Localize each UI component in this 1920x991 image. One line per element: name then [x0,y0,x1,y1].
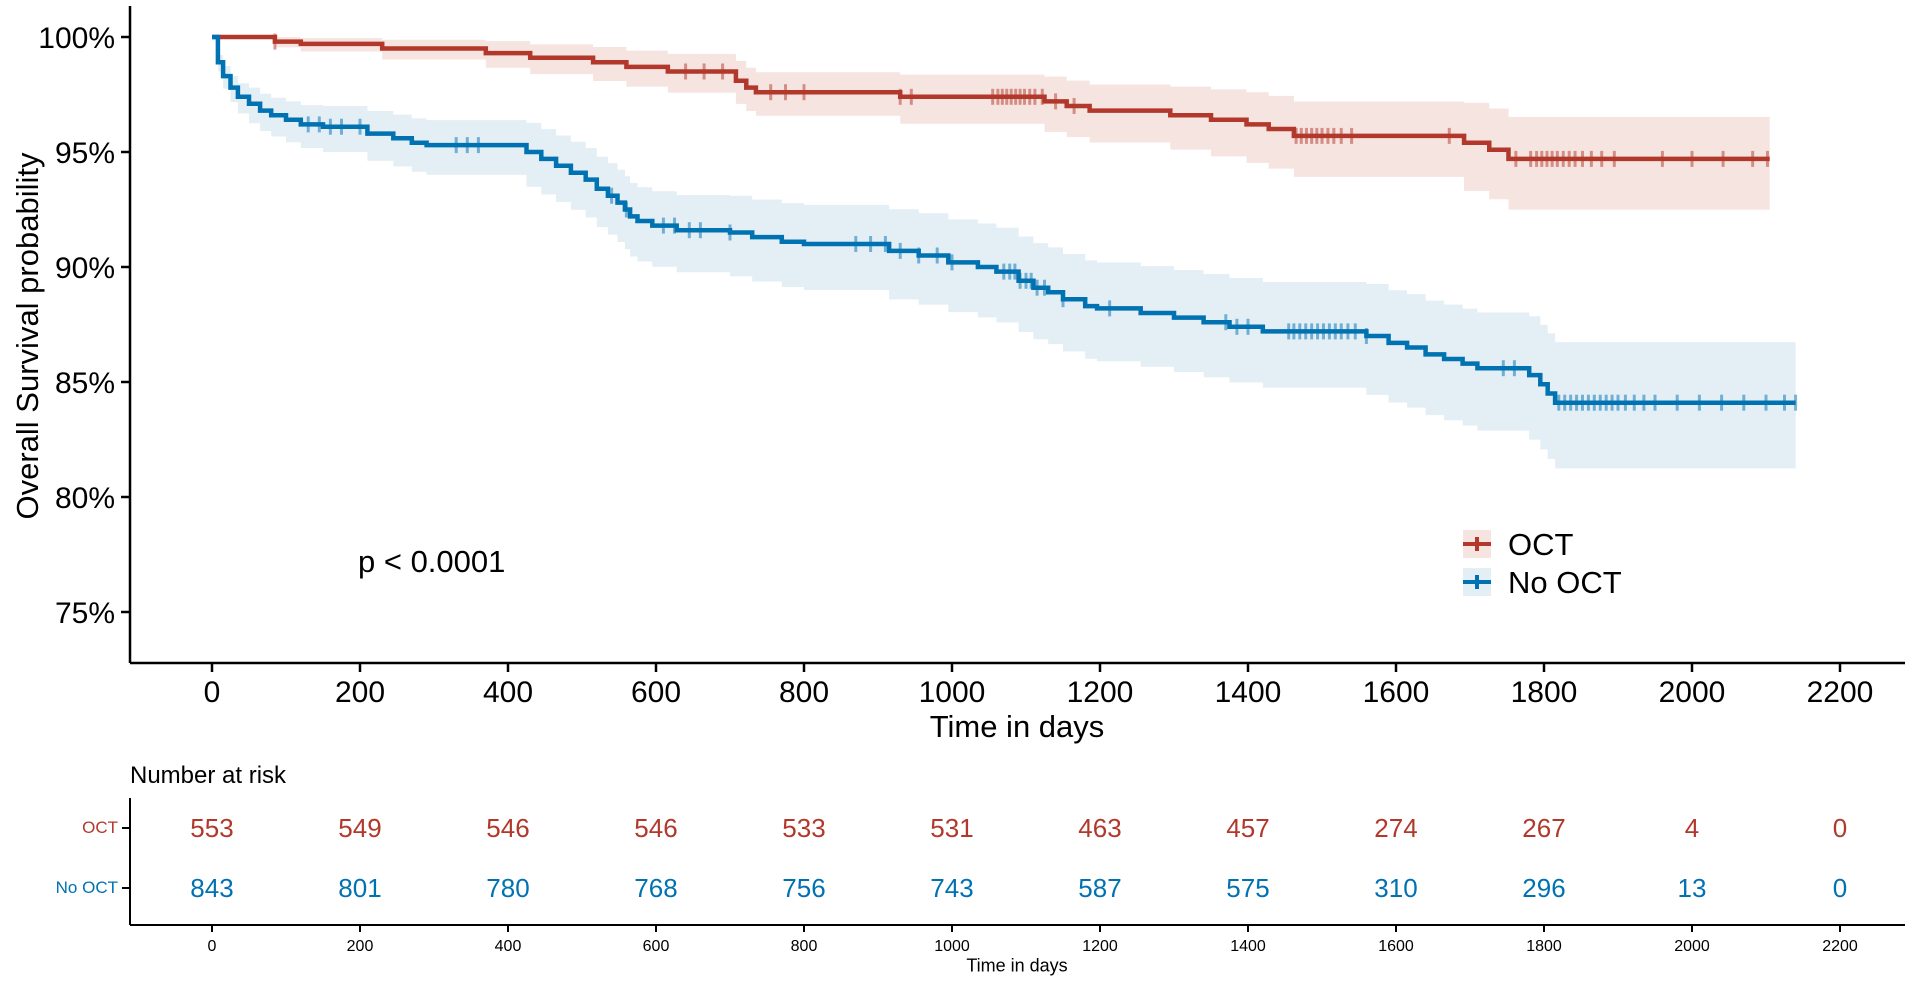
risk-table-tick-label: 800 [791,938,818,955]
risk-row-label-no-oct: No OCT [55,878,118,897]
risk-table-tick-label: 0 [208,938,217,955]
risk-count: 553 [190,813,233,843]
no-oct-key-censor-tick-icon [1475,575,1479,589]
x-axis-tick-label: 1000 [919,676,986,709]
no-oct-censor-marks [306,116,1798,411]
risk-table-tick-label: 1000 [934,938,970,955]
x-axis-title: Time in days [929,709,1105,744]
legend-item-no-oct: No OCT [1463,563,1622,601]
risk-table-title: Number at risk [130,762,287,789]
risk-row-label-oct: OCT [82,818,118,837]
x-axis-tick-label: 400 [483,676,533,709]
risk-count: 0 [1833,873,1847,903]
oct-key-censor-tick-icon [1475,537,1479,551]
x-axis-tick-label: 200 [335,676,385,709]
risk-count: 13 [1678,873,1707,903]
risk-count: 756 [782,873,825,903]
risk-count: 743 [930,873,973,903]
risk-count: 274 [1374,813,1417,843]
x-axis-tick-label: 2200 [1807,676,1874,709]
risk-count: 267 [1522,813,1565,843]
legend: OCT No OCT [1463,525,1622,601]
risk-count: 768 [634,873,677,903]
risk-table-tick-label: 1400 [1230,938,1266,955]
x-axis-tick-label: 2000 [1659,676,1726,709]
no-oct-legend-key [1463,568,1491,596]
risk-count: 549 [338,813,381,843]
risk-count: 457 [1226,813,1269,843]
oct-confidence-band [212,37,1770,212]
x-axis-tick-label: 1800 [1511,676,1578,709]
oct-censor-marks [273,33,1769,167]
risk-table-tick-label: 1600 [1378,938,1414,955]
risk-count: 546 [634,813,677,843]
risk-count: 587 [1078,873,1121,903]
no-oct-survival-curve [212,34,1796,405]
no-oct-confidence-band [212,37,1796,470]
legend-item-oct: OCT [1463,525,1622,563]
legend-label-no-oct: No OCT [1508,564,1622,600]
risk-count: 533 [782,813,825,843]
risk-count: 0 [1833,813,1847,843]
risk-count: 843 [190,873,233,903]
risk-table-tick-label: 1800 [1526,938,1562,955]
oct-legend-key [1463,530,1491,558]
risk-count: 296 [1522,873,1565,903]
x-axis-tick-label: 1400 [1215,676,1282,709]
risk-table-tick-label: 200 [347,938,374,955]
x-axis-tick-label: 1600 [1363,676,1430,709]
risk-count: 575 [1226,873,1269,903]
p-value-annotation: p < 0.0001 [358,544,506,579]
x-axis-tick-label: 800 [779,676,829,709]
x-axis-tick-label: 600 [631,676,681,709]
y-axis-title: Overall Survival probability [10,152,45,520]
risk-count: 531 [930,813,973,843]
y-axis-tick-label: 95% [55,137,115,170]
risk-table-tick-label: 600 [643,938,670,955]
risk-table-tick-label: 2000 [1674,938,1710,955]
y-axis-tick-label: 85% [55,367,115,400]
x-axis-tick-label: 0 [204,676,221,709]
y-axis-tick-label: 90% [55,252,115,285]
risk-count: 780 [486,873,529,903]
risk-count: 310 [1374,873,1417,903]
legend-label-oct: OCT [1508,526,1574,562]
risk-table-tick-label: 400 [495,938,522,955]
risk-count: 463 [1078,813,1121,843]
y-axis-tick-label: 75% [55,597,115,630]
risk-table-x-axis-title: Time in days [966,955,1068,976]
risk-count: 4 [1685,813,1699,843]
y-axis-tick-label: 100% [38,22,115,55]
risk-count: 801 [338,873,381,903]
x-axis-tick-label: 1200 [1067,676,1134,709]
risk-count: 546 [486,813,529,843]
y-axis-tick-label: 80% [55,482,115,515]
risk-table-tick-label: 2200 [1822,938,1858,955]
risk-table-tick-label: 1200 [1082,938,1118,955]
